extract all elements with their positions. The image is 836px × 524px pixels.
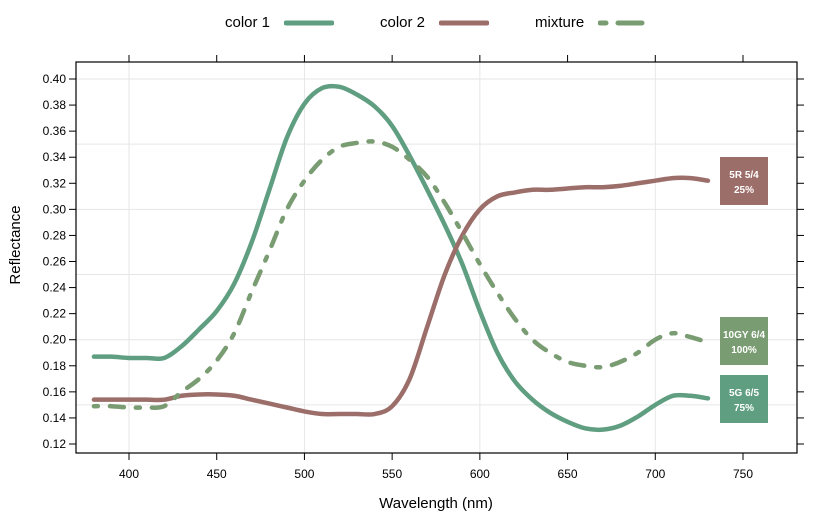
y-tick-label: 0.40 (43, 72, 67, 86)
y-tick-label: 0.38 (43, 98, 67, 112)
grid-lines (76, 62, 797, 453)
y-tick-label: 0.28 (43, 228, 67, 242)
y-tick-label: 0.12 (43, 437, 67, 451)
label-box-color-2: 5R 5/4 25% (720, 157, 768, 205)
y-tick-label: 0.30 (43, 202, 67, 216)
x-tick-label: 700 (645, 467, 665, 481)
solid-line-swatch-icon (284, 20, 335, 25)
label-box-mixture: 10GY 6/4 100% (720, 317, 768, 365)
data-series (91, 83, 711, 433)
x-tick-label: 550 (382, 467, 402, 481)
svg-text:5R 5/4: 5R 5/4 (729, 170, 759, 181)
svg-text:100%: 100% (731, 345, 757, 356)
series-line-color-1 (91, 83, 711, 433)
svg-text:75%: 75% (734, 403, 754, 414)
dashed-line-swatch-icon (598, 20, 649, 25)
x-tick-label: 750 (733, 467, 753, 481)
axis-ticks: 400 450 500 550 600 650 700 750 0.12 0.14 0.16 0.18… (43, 55, 804, 481)
legend-label: color 1 (225, 14, 271, 31)
y-tick-label: 0.20 (43, 333, 67, 347)
y-tick-label: 0.18 (43, 359, 67, 373)
x-tick-label: 600 (470, 467, 490, 481)
y-tick-label: 0.36 (43, 124, 67, 138)
y-tick-label: 0.34 (43, 150, 67, 164)
y-tick-label: 0.14 (43, 411, 67, 425)
x-tick-label: 400 (119, 467, 139, 481)
legend-item-color-2: color 2 (380, 14, 490, 31)
legend-item-mixture: mixture (535, 14, 649, 31)
solid-line-swatch-icon (439, 20, 490, 25)
x-tick-label: 650 (558, 467, 578, 481)
chart-legend: color 1 color 2 mixture (0, 14, 836, 38)
y-axis-label: Reflectance (7, 205, 24, 284)
x-axis-label: Wavelength (nm) (379, 495, 493, 512)
svg-text:10GY 6/4: 10GY 6/4 (723, 330, 766, 341)
color-label-boxes: 5G 6/5 75% 5R 5/4 25% 10GY 6/4 100% (720, 157, 768, 423)
legend-item-color-1: color 1 (225, 14, 335, 31)
legend-label: color 2 (380, 14, 426, 31)
svg-text:25%: 25% (734, 185, 754, 196)
x-tick-label: 450 (207, 467, 227, 481)
label-box-color-1: 5G 6/5 75% (720, 375, 768, 423)
y-tick-label: 0.22 (43, 307, 67, 321)
series-line-color-2 (91, 175, 711, 417)
legend-label: mixture (535, 14, 585, 31)
y-tick-label: 0.24 (43, 281, 67, 295)
x-tick-label: 500 (294, 467, 314, 481)
y-tick-label: 0.26 (43, 255, 67, 269)
y-tick-label: 0.16 (43, 385, 67, 399)
y-tick-label: 0.32 (43, 176, 67, 190)
svg-text:5G 6/5: 5G 6/5 (729, 388, 759, 399)
plot-frame (75, 61, 798, 454)
series-line-mixture (91, 139, 711, 410)
